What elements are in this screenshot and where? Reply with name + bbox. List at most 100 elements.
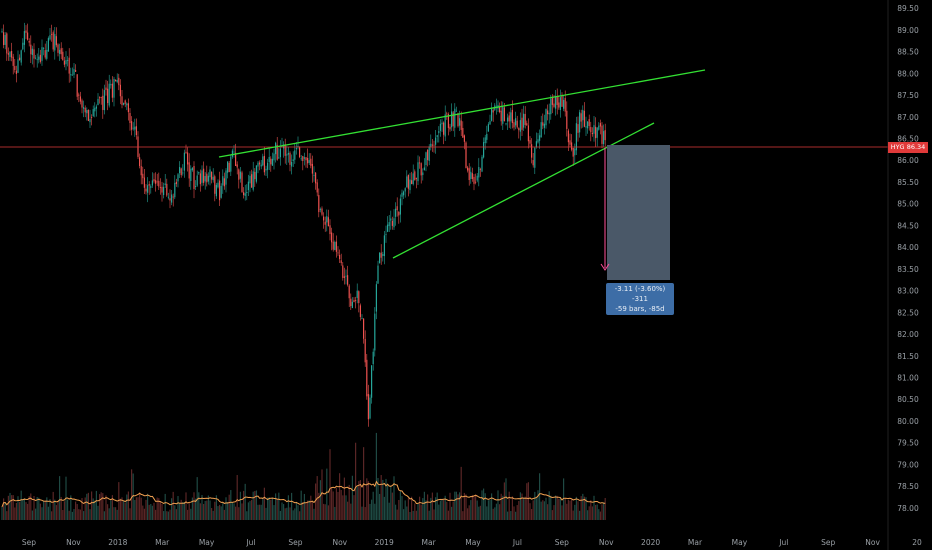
candle-body [63,60,65,65]
candle-body [9,51,11,58]
candle-body [396,206,398,211]
candle-body [540,122,542,138]
candle-body [156,181,158,183]
candle-body [591,132,593,135]
candle-body [519,120,521,132]
volume-bar [527,482,529,520]
candle-body [438,131,440,134]
candle-body [67,60,69,62]
candle-body [489,121,491,125]
time-tick-label: May [199,538,215,547]
candle-body [511,109,513,124]
volume-bar [455,491,457,520]
volume-bar [391,492,393,520]
volume-bar [550,495,552,520]
volume-bar [284,508,286,520]
volume-bar [129,508,131,520]
candle-body [107,88,109,104]
candle-body [452,112,454,127]
volume-bar [452,501,454,520]
price-axis[interactable]: 89.50 89.00 88.50 88.00 87.50 87.00 86.50 86.00… [897,4,919,513]
volume-bar [20,490,22,520]
volume-bar [91,491,93,520]
candle-body [499,106,501,112]
volume-bar [459,492,461,520]
candle-body [479,168,481,170]
volume-bar [305,503,307,520]
volume-bar [465,494,467,520]
volume-bar [25,502,27,520]
candle-body [491,108,493,121]
candle-body [12,56,14,66]
volume-bar [427,494,429,520]
candle-body [206,173,208,183]
volume-bar [487,500,489,520]
candle-body [246,191,248,194]
volume-bar [110,500,112,520]
candle-body [31,48,33,55]
candle-body [289,152,291,165]
candle-body [343,276,345,278]
volume-bar [145,499,147,520]
volume-bar [324,504,326,520]
candle-body [265,168,267,171]
candle-body [383,235,385,257]
candle-body [571,142,573,150]
volume-bar [295,501,297,520]
measure-change-text: -3.11 (-3.60%) -311 [614,285,666,303]
volume-bar [575,496,577,520]
measure-range-box[interactable] [607,145,670,280]
volume-bar [566,503,568,520]
time-axis[interactable]: Sep Nov 2018 Mar May Jul Sep Nov 2019 Mar May Jul Se… [22,538,922,547]
candle-body [11,50,13,58]
volume-bar [247,502,249,520]
volume-bar [71,511,73,520]
volume-bar [319,480,321,520]
candle-body [105,87,107,90]
candle-body [574,148,576,156]
candle-body [275,142,277,155]
candle-body [140,166,142,176]
candle-body [516,120,518,128]
candle-body [603,131,605,145]
volume-bar [271,497,273,520]
candle-body [492,110,494,113]
candle-body [539,135,541,141]
volume-bar [334,506,336,520]
candle-body [20,50,22,63]
volume-moving-average-line [1,480,606,508]
candle-body [331,232,333,243]
volume-bar [11,495,13,520]
candle-body [409,179,411,191]
candle-body [73,69,75,75]
candle-body [412,173,414,185]
candle-body [300,158,302,160]
volume-bar [22,499,24,520]
candle-body [505,123,507,125]
candle-body [36,59,38,61]
candle-body [195,186,197,188]
volume-bar [57,500,59,520]
candle-body [471,173,473,179]
upper-trendline[interactable] [218,69,706,158]
volume-bar [291,492,293,520]
volume-bar [127,491,129,520]
price-tick-label: 87.50 [897,91,919,100]
candle-body [353,300,355,302]
volume-bar [223,509,225,520]
candle-body [326,216,328,223]
volume-bar [468,505,470,520]
volume-bar [31,510,33,520]
candle-body [207,175,209,182]
candle-body [500,110,502,122]
volume-bar [457,494,459,520]
price-tick-label: 83.00 [897,287,919,296]
time-tick-label: Jul [512,538,522,547]
candle-body [459,118,461,126]
candle-body [379,252,381,264]
candle-body [387,224,389,232]
volume-bar [267,497,269,520]
volume-bar [142,505,144,520]
candle-body [124,100,126,104]
